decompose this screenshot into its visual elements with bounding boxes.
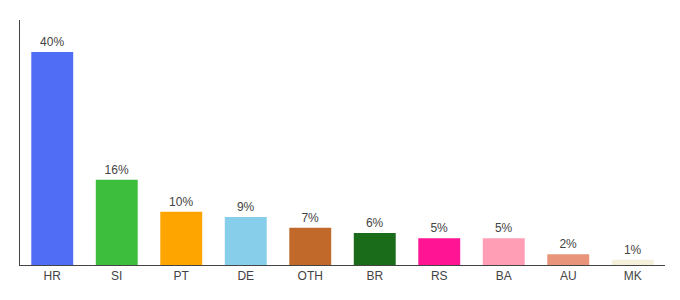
svg-text:10%: 10% [169, 195, 193, 209]
svg-text:MK: MK [624, 269, 642, 283]
svg-text:16%: 16% [105, 163, 129, 177]
svg-text:BR: BR [366, 269, 383, 283]
svg-text:SI: SI [111, 269, 122, 283]
svg-text:BA: BA [496, 269, 512, 283]
svg-text:PT: PT [174, 269, 190, 283]
svg-text:9%: 9% [237, 200, 255, 214]
svg-text:HR: HR [44, 269, 62, 283]
svg-text:40%: 40% [40, 35, 64, 49]
svg-text:5%: 5% [430, 221, 448, 235]
svg-text:RS: RS [431, 269, 448, 283]
svg-text:1%: 1% [624, 243, 642, 257]
svg-text:2%: 2% [559, 237, 577, 251]
svg-text:6%: 6% [366, 216, 384, 230]
svg-text:7%: 7% [301, 211, 319, 225]
svg-text:AU: AU [560, 269, 577, 283]
svg-text:5%: 5% [495, 221, 513, 235]
svg-text:OTH: OTH [298, 269, 323, 283]
svg-text:DE: DE [237, 269, 254, 283]
